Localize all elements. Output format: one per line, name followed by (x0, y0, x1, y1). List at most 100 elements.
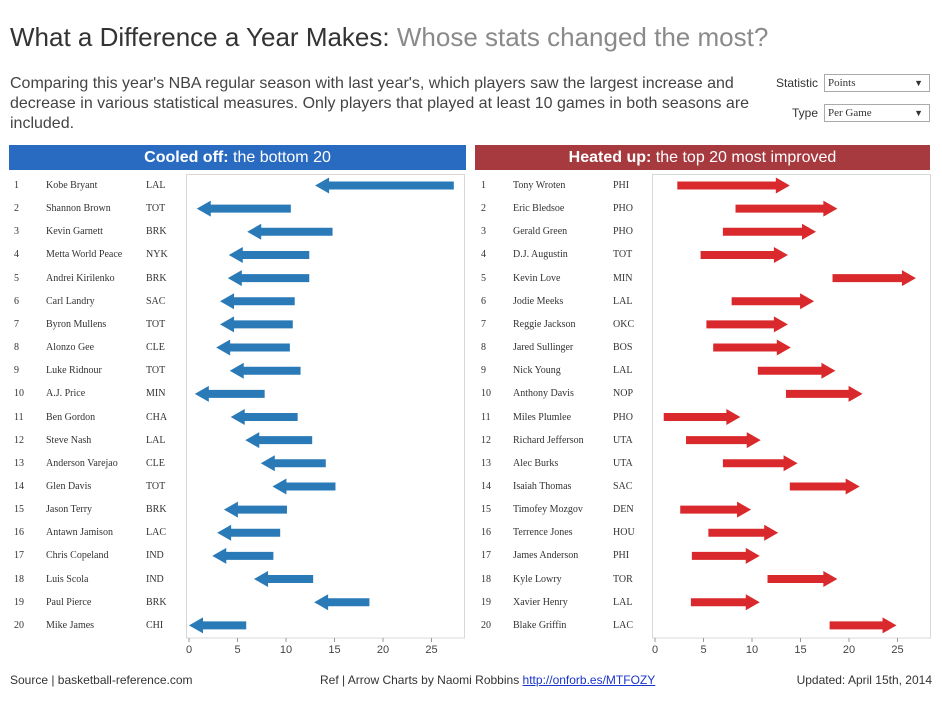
heated-player-name: Kyle Lowry (513, 573, 562, 585)
page-title: What a Difference a Year Makes: Whose st… (10, 22, 768, 53)
heated-arrow (677, 177, 790, 194)
heated-arrow (708, 524, 779, 541)
cooled-team: CHI (146, 619, 164, 631)
cooled-arrow (189, 617, 247, 634)
cooled-team: BRK (146, 226, 167, 238)
cooled-team: NYK (146, 249, 168, 261)
cooled-player-name: Luke Ridnour (46, 365, 102, 377)
cooled-rank: 19 (14, 596, 24, 608)
description: Comparing this year's NBA regular season… (10, 75, 750, 132)
heated-arrow (690, 594, 760, 611)
heated-team: MIN (613, 272, 633, 284)
heated-team: LAL (613, 365, 633, 377)
cooled-team: CLE (146, 457, 165, 469)
cooled-arrow (230, 409, 298, 425)
heated-arrow (700, 246, 788, 263)
heated-arrow (663, 409, 741, 425)
type-label: Type (791, 106, 818, 120)
heated-x-tick-label: 20 (843, 644, 855, 656)
heated-x-tick-label: 25 (891, 644, 903, 656)
cooled-rank: 3 (14, 226, 19, 238)
heated-team: PHO (613, 203, 634, 215)
heated-rank: 11 (481, 411, 491, 423)
heated-player-name: Reggie Jackson (513, 318, 576, 330)
heated-rank: 6 (481, 295, 486, 307)
cooled-player-name: Glen Davis (46, 480, 92, 492)
heated-team: OKC (613, 318, 635, 330)
cooled-off-header: Cooled off: the bottom 20 (9, 145, 466, 170)
cooled-rank: 2 (14, 203, 19, 215)
heated-team: UTA (613, 457, 633, 469)
cooled-player-name: Kobe Bryant (46, 180, 98, 191)
cooled-x-tick-label: 10 (280, 644, 292, 656)
heated-x-tick-label: 15 (794, 644, 806, 656)
title-main: What a Difference a Year Makes: (10, 22, 390, 52)
cooled-arrow (229, 362, 301, 379)
cooled-arrow (194, 385, 265, 402)
cooled-team: BRK (146, 272, 167, 284)
cooled-arrow (220, 316, 293, 333)
heated-arrow (691, 547, 760, 564)
heated-player-name: Nick Young (513, 365, 561, 377)
cooled-player-name: A.J. Price (46, 388, 86, 400)
heated-arrow (722, 455, 798, 472)
cooled-arrow (216, 339, 290, 356)
cooled-team: LAC (146, 527, 166, 539)
cooled-off-arrow-chart: 0 5 10 15 20 25 (186, 174, 465, 656)
cooled-rank: 6 (14, 295, 19, 307)
statistic-select[interactable]: Points ▼ (824, 74, 930, 92)
heated-team: NOP (613, 388, 634, 400)
cooled-player-name: Byron Mullens (46, 318, 107, 330)
heated-team: DEN (613, 504, 634, 516)
cooled-player-name: Alonzo Gee (46, 342, 95, 354)
heated-player-name: Timofey Mozgov (513, 504, 583, 516)
heated-team: PHO (613, 226, 634, 238)
cooled-x-tick-label: 5 (234, 644, 240, 656)
cooled-team: TOT (146, 480, 166, 492)
cooled-team: LAL (146, 180, 166, 191)
heated-team: TOR (613, 573, 633, 585)
cooled-rank: 16 (14, 527, 24, 539)
heated-arrow (767, 571, 838, 588)
cooled-rank: 18 (14, 573, 24, 585)
cooled-player-name: Metta World Peace (46, 249, 123, 261)
cooled-rank: 20 (14, 619, 24, 631)
cooled-arrow (314, 594, 370, 611)
cooled-team: CHA (146, 411, 168, 423)
cooled-arrow (247, 223, 333, 240)
cooled-team: IND (146, 550, 164, 562)
heated-player-name: Richard Jefferson (513, 434, 584, 446)
cooled-team: TOT (146, 203, 166, 215)
heated-plot-frame (652, 174, 931, 639)
footer-ref: Ref | Arrow Charts by Naomi Robbins http… (320, 673, 655, 687)
footer-updated: Updated: April 15th, 2014 (796, 673, 932, 687)
cooled-x-tick-label: 0 (186, 644, 192, 656)
heated-rank: 17 (481, 550, 491, 562)
cooled-rank: 7 (14, 318, 19, 330)
footer-ref-link[interactable]: http://onforb.es/MTFOZY (522, 673, 656, 687)
cooled-player-name: Mike James (46, 619, 95, 631)
cooled-off-header-bold: Cooled off: (144, 149, 229, 166)
heated-rank: 8 (481, 342, 486, 354)
cooled-player-name: Chris Copeland (46, 550, 109, 562)
heated-rank: 7 (481, 318, 486, 330)
heated-arrow (757, 362, 836, 379)
heated-player-name: Alec Burks (513, 457, 559, 469)
heated-player-name: Isaiah Thomas (513, 480, 572, 492)
heated-player-name: Kevin Love (513, 272, 561, 284)
cooled-arrow (315, 177, 454, 194)
cooled-rank: 9 (14, 365, 19, 377)
cooled-arrow (253, 571, 314, 588)
type-select[interactable]: Per Game ▼ (824, 104, 930, 122)
cooled-player-name: Shannon Brown (46, 203, 111, 215)
cooled-player-name: Kevin Garnett (46, 226, 103, 238)
cooled-rank: 11 (14, 411, 24, 423)
heated-team: LAL (613, 295, 633, 307)
heated-rank: 19 (481, 596, 491, 608)
heated-arrow (722, 223, 817, 240)
cooled-arrow (212, 547, 274, 564)
heated-x-tick-label: 5 (700, 644, 706, 656)
chevron-down-icon: ▼ (914, 78, 923, 88)
heated-player-name: Tony Wroten (513, 180, 566, 191)
heated-team: LAL (613, 596, 633, 608)
